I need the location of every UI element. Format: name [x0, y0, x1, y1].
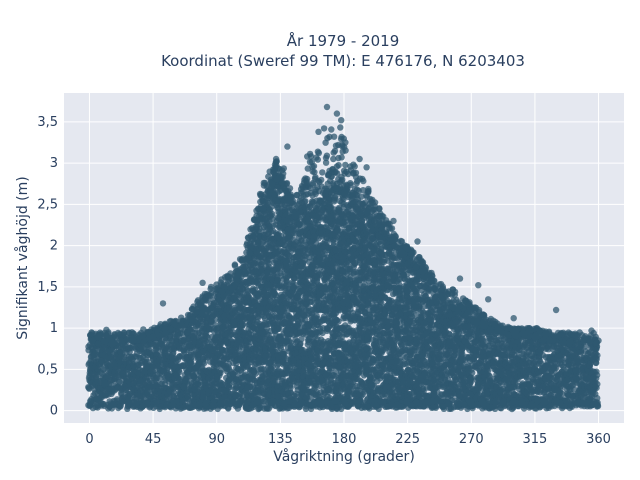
data-point	[201, 359, 208, 367]
data-points	[85, 103, 602, 413]
data-point	[116, 378, 123, 386]
data-point	[269, 210, 276, 218]
data-point	[99, 366, 107, 373]
data-point	[332, 289, 339, 296]
data-point	[217, 369, 224, 376]
data-point	[170, 389, 178, 396]
data-point	[126, 348, 133, 356]
